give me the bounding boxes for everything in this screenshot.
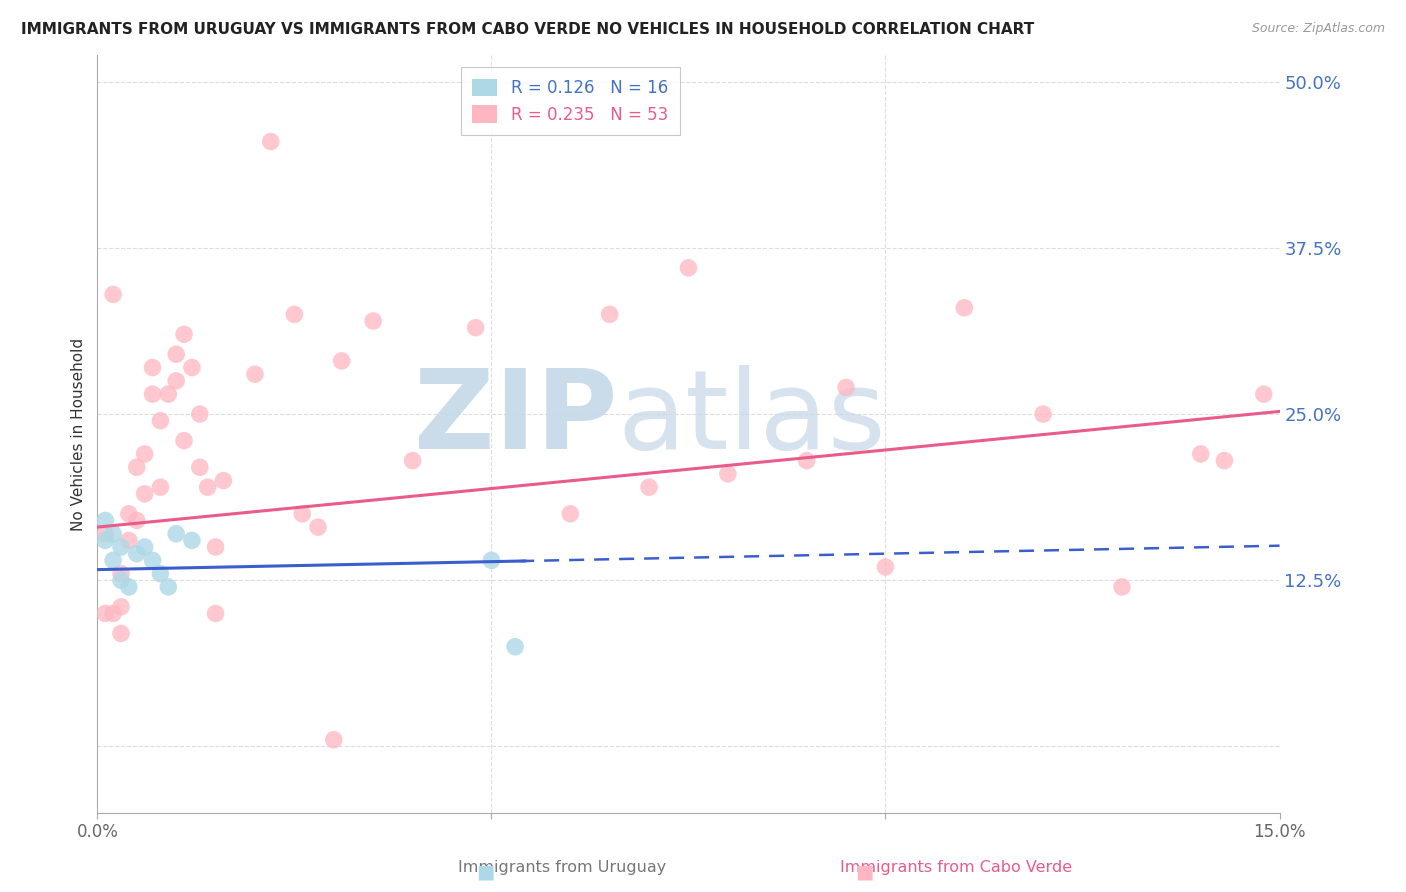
Point xyxy=(101,526,124,541)
Point xyxy=(149,566,172,581)
Point xyxy=(560,507,582,521)
Point xyxy=(1253,387,1275,401)
Point xyxy=(141,360,163,375)
Point xyxy=(322,732,344,747)
Point xyxy=(481,553,503,567)
Point xyxy=(875,560,897,574)
Text: Immigrants from Cabo Verde: Immigrants from Cabo Verde xyxy=(839,861,1073,875)
Point xyxy=(101,287,124,301)
Point xyxy=(796,453,818,467)
Point xyxy=(165,526,187,541)
Point xyxy=(212,474,235,488)
Point xyxy=(188,460,211,475)
Point xyxy=(110,626,132,640)
Point xyxy=(243,368,266,382)
Point xyxy=(464,320,486,334)
Point xyxy=(165,374,187,388)
Point xyxy=(149,480,172,494)
Point xyxy=(188,407,211,421)
Point xyxy=(717,467,740,481)
Point xyxy=(157,580,180,594)
Text: IMMIGRANTS FROM URUGUAY VS IMMIGRANTS FROM CABO VERDE NO VEHICLES IN HOUSEHOLD C: IMMIGRANTS FROM URUGUAY VS IMMIGRANTS FR… xyxy=(21,22,1035,37)
Point xyxy=(953,301,976,315)
Point xyxy=(134,447,156,461)
Point xyxy=(101,553,124,567)
Point xyxy=(307,520,329,534)
Point xyxy=(134,487,156,501)
Point xyxy=(141,387,163,401)
Point xyxy=(94,533,117,548)
Point xyxy=(125,513,148,527)
Point xyxy=(291,507,314,521)
Legend: R = 0.126   N = 16, R = 0.235   N = 53: R = 0.126 N = 16, R = 0.235 N = 53 xyxy=(461,67,679,136)
Point xyxy=(401,453,423,467)
Point xyxy=(638,480,661,494)
Y-axis label: No Vehicles in Household: No Vehicles in Household xyxy=(72,337,86,531)
Point xyxy=(197,480,219,494)
Point xyxy=(149,414,172,428)
Point xyxy=(101,607,124,621)
Point xyxy=(157,387,180,401)
Point xyxy=(118,507,141,521)
Point xyxy=(283,307,305,321)
Point xyxy=(361,314,384,328)
Text: ZIP: ZIP xyxy=(415,366,617,473)
Point xyxy=(181,533,204,548)
Point xyxy=(110,540,132,554)
Text: Immigrants from Uruguay: Immigrants from Uruguay xyxy=(458,861,666,875)
Point xyxy=(260,135,283,149)
Point xyxy=(503,640,526,654)
Point xyxy=(1213,453,1236,467)
Point xyxy=(134,540,156,554)
Point xyxy=(118,533,141,548)
Point xyxy=(1032,407,1054,421)
Point xyxy=(173,434,195,448)
Text: ■: ■ xyxy=(855,863,875,882)
Point xyxy=(141,553,163,567)
Point xyxy=(125,460,148,475)
Point xyxy=(1111,580,1133,594)
Point xyxy=(110,574,132,588)
Point xyxy=(125,547,148,561)
Point xyxy=(118,580,141,594)
Point xyxy=(110,566,132,581)
Point xyxy=(181,360,204,375)
Point xyxy=(835,380,858,394)
Point xyxy=(110,599,132,614)
Point xyxy=(1189,447,1212,461)
Point xyxy=(94,526,117,541)
Point xyxy=(94,513,117,527)
Point xyxy=(173,327,195,342)
Point xyxy=(678,260,700,275)
Point xyxy=(94,607,117,621)
Point xyxy=(330,354,353,368)
Text: Source: ZipAtlas.com: Source: ZipAtlas.com xyxy=(1251,22,1385,36)
Point xyxy=(204,540,226,554)
Point xyxy=(204,607,226,621)
Point xyxy=(599,307,621,321)
Text: ■: ■ xyxy=(475,863,495,882)
Text: atlas: atlas xyxy=(617,366,886,473)
Point xyxy=(165,347,187,361)
